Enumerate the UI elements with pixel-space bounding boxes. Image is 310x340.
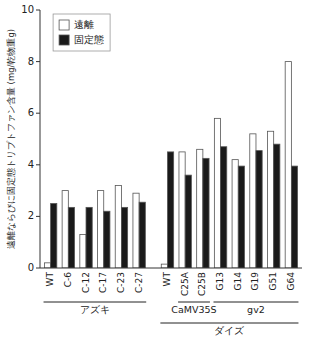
bar: [133, 193, 139, 268]
y-tick: [36, 113, 40, 114]
bar: [80, 234, 86, 268]
legend-swatch: [59, 20, 69, 30]
group-bracket: [178, 302, 210, 303]
legend-frame: [53, 14, 110, 51]
x-tick-label: G14: [233, 272, 243, 291]
x-tick-label: G51: [268, 272, 278, 290]
group-label: CaMV35S: [171, 304, 216, 315]
bar: [203, 158, 209, 268]
y-axis: [40, 10, 41, 268]
bar: [104, 211, 110, 268]
bars: [44, 62, 297, 268]
group-label: アズキ: [80, 304, 110, 315]
bar: [51, 204, 57, 269]
x-tick-label: G64: [286, 272, 296, 291]
bar: [221, 147, 227, 268]
y-axis-label: 遠離ならびに固定態トリプトファン含量 (mg/乾物重g): [6, 29, 16, 249]
y-tick: [36, 268, 40, 269]
bar: [256, 151, 262, 268]
background: [0, 0, 310, 340]
x-tick-label: C-12: [81, 272, 91, 293]
bar: [250, 134, 256, 268]
bar: [238, 166, 244, 268]
bar: [161, 264, 167, 268]
y-tick: [36, 164, 40, 165]
x-tick-label: C-23: [116, 272, 126, 293]
bar: [274, 144, 280, 268]
legend-label: 遠離: [74, 19, 94, 30]
x-tick-label: C25A: [180, 271, 190, 296]
bar: [267, 131, 273, 268]
x-axis: [40, 268, 302, 269]
bar: [121, 207, 127, 268]
bar: [179, 152, 185, 268]
x-tick-label: C-27: [134, 272, 144, 293]
bar: [214, 118, 220, 268]
x-tick-label: G19: [250, 272, 260, 291]
y-tick: [36, 10, 40, 11]
y-tick-label: 0: [28, 262, 34, 273]
x-tick-label: WT: [45, 272, 55, 287]
x-tick-label: C25B: [197, 272, 207, 296]
y-tick-label: 6: [28, 107, 34, 118]
group-label: gv2: [247, 304, 265, 315]
y-tick: [36, 61, 40, 62]
y-tick-label: 10: [21, 4, 34, 15]
bar: [98, 191, 104, 268]
bar: [44, 263, 50, 268]
bar: [68, 207, 74, 268]
bar: [291, 166, 297, 268]
y-tick-label: 2: [28, 210, 34, 221]
bar: [62, 191, 68, 268]
group-label: ダイズ: [214, 325, 245, 336]
chart: 0 2 4 6 8 10 WT C-6 C-12 C-17 C-23 C-27 WT C25A C25B G1…: [0, 0, 310, 340]
bar: [167, 152, 173, 268]
legend: 遠離固定態: [53, 14, 110, 51]
legend-label: 固定態: [74, 34, 104, 45]
group-bracket: [160, 323, 298, 324]
x-tick-label: C-17: [98, 272, 108, 293]
y-tick-label: 4: [28, 159, 34, 170]
bar: [285, 62, 291, 268]
bar: [139, 202, 145, 268]
y-tick: [36, 216, 40, 217]
bar: [115, 185, 121, 268]
group-bracket: [44, 302, 147, 303]
x-tick-label: WT: [162, 272, 172, 287]
bar: [232, 160, 238, 268]
x-tick-label: G13: [215, 272, 225, 290]
bar: [185, 175, 191, 268]
bar: [86, 207, 92, 268]
bar: [197, 149, 203, 268]
group-bracket: [213, 302, 298, 303]
x-tick-label: C-6: [63, 272, 73, 288]
y-tick-label: 8: [28, 56, 34, 67]
legend-swatch: [59, 35, 69, 45]
